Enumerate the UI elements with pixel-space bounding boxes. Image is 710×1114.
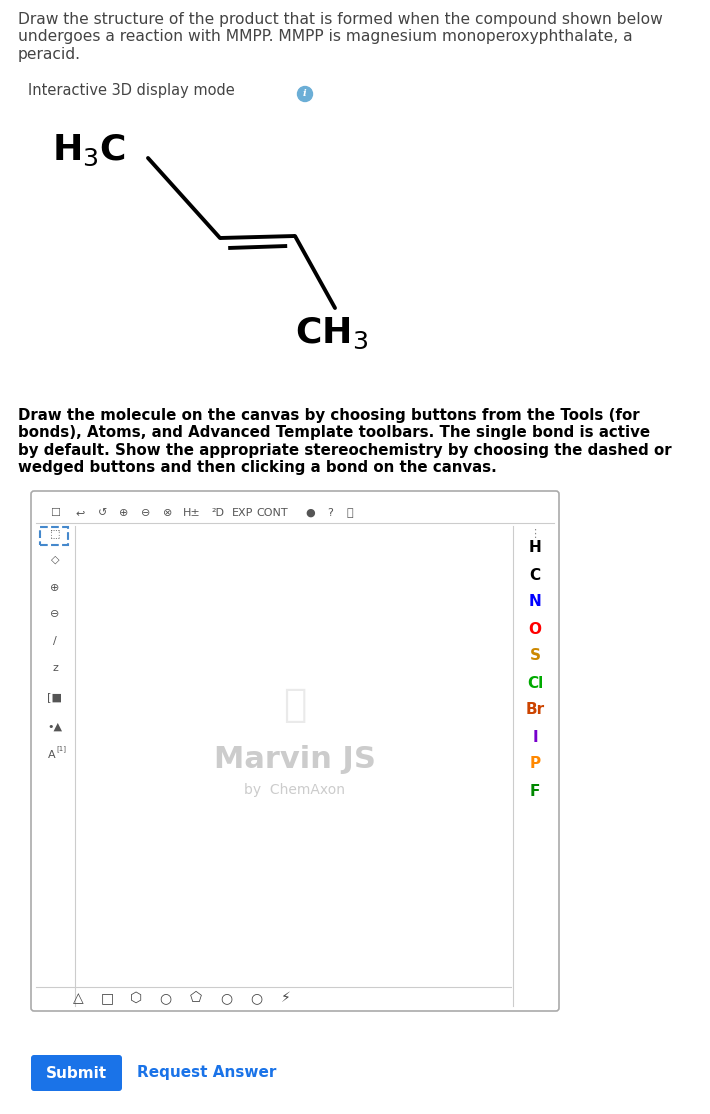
Text: △: △ [72,991,83,1005]
Text: CH$_3$: CH$_3$ [295,316,368,351]
Text: ⊖: ⊖ [141,508,151,518]
Text: Marvin JS: Marvin JS [214,745,376,774]
Text: ²D: ²D [212,508,224,518]
Text: C: C [530,567,540,583]
Text: S: S [530,648,540,664]
Text: ⚡: ⚡ [281,991,291,1005]
Text: ⊕: ⊕ [50,583,60,593]
Text: z: z [52,663,58,673]
Text: F: F [530,783,540,799]
Text: Draw the structure of the product that is formed when the compound shown below
u: Draw the structure of the product that i… [18,12,662,61]
Text: [1]: [1] [56,745,66,752]
Text: ⊗: ⊗ [163,508,173,518]
Text: O: O [528,622,542,636]
Text: ⬚: ⬚ [50,528,60,538]
Text: A: A [48,750,56,760]
FancyBboxPatch shape [31,491,559,1012]
Text: Draw the molecule on the canvas by choosing buttons from the Tools (for
bonds), : Draw the molecule on the canvas by choos… [18,408,672,476]
Text: N: N [529,595,542,609]
Text: H$_3$C: H$_3$C [52,133,126,168]
Text: Cl: Cl [527,675,543,691]
Text: I: I [532,730,537,744]
Text: ↩: ↩ [75,508,84,518]
Text: Interactive 3D display mode: Interactive 3D display mode [28,84,235,98]
Text: •▲: •▲ [48,722,62,732]
Text: [■: [■ [48,692,62,702]
Circle shape [297,87,312,101]
Text: 🖐: 🖐 [283,686,307,724]
Text: Submit: Submit [46,1065,107,1081]
Text: ⋮: ⋮ [530,529,540,539]
Text: ⊕: ⊕ [119,508,129,518]
Text: ⤢: ⤢ [346,508,354,518]
Text: ⊖: ⊖ [50,609,60,619]
FancyBboxPatch shape [31,1055,122,1091]
Text: ↺: ↺ [98,508,108,518]
Text: P: P [530,756,540,772]
Text: Br: Br [525,703,545,717]
Text: ○: ○ [250,991,262,1005]
Text: H: H [529,540,542,556]
Text: ◇: ◇ [50,555,59,565]
Text: ☐: ☐ [50,508,60,518]
Text: Request Answer: Request Answer [137,1065,276,1081]
Text: ●: ● [305,508,315,518]
Text: H±: H± [183,508,201,518]
Text: CONT: CONT [256,508,288,518]
Text: i: i [303,89,307,98]
Text: by  ChemAxon: by ChemAxon [244,783,346,797]
Text: ⬡: ⬡ [130,991,142,1005]
Text: ?: ? [327,508,333,518]
Text: □: □ [100,991,114,1005]
Text: /: / [53,636,57,646]
Text: EXP: EXP [232,508,253,518]
Text: ⬠: ⬠ [190,991,202,1005]
Text: ○: ○ [220,991,232,1005]
Text: ○: ○ [159,991,171,1005]
